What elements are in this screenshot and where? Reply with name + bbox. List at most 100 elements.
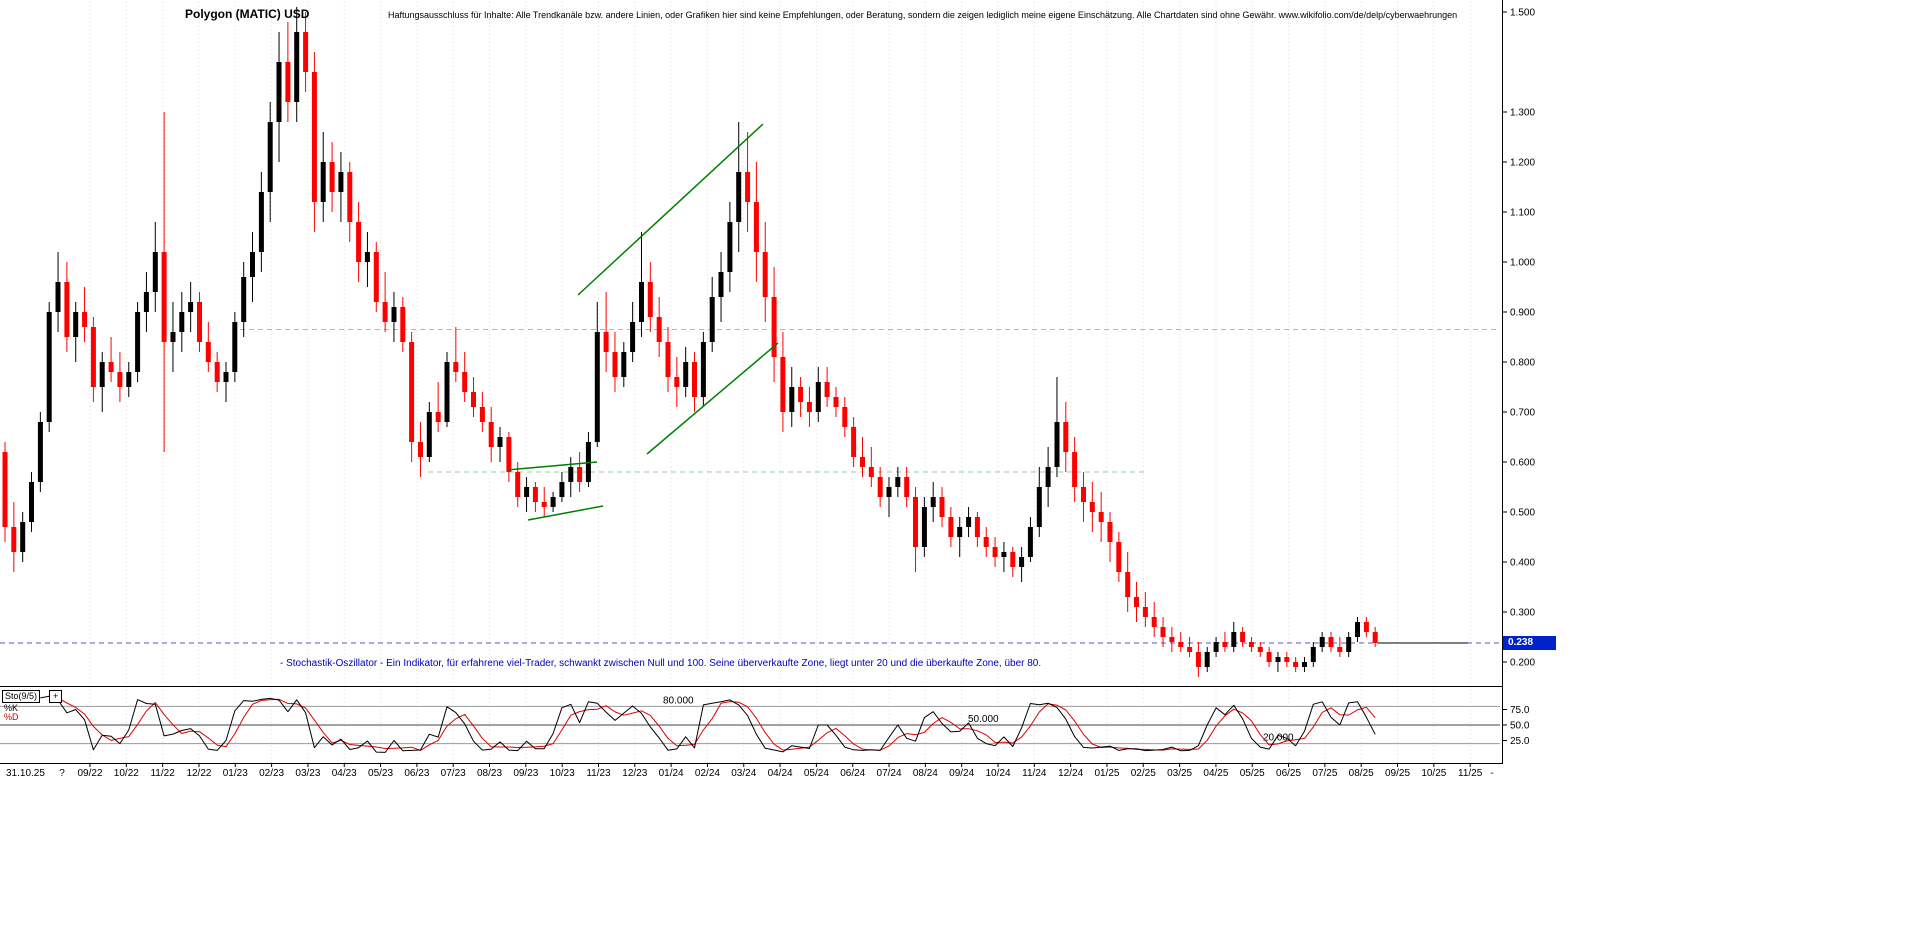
candle-up (29, 482, 34, 522)
candle-down (285, 62, 291, 102)
candle-down (515, 472, 521, 497)
candle-down (1257, 647, 1263, 652)
candle-down (90, 327, 96, 387)
oscillator-guide-label: 20.000 (1263, 733, 1294, 744)
x-axis-label: 12/22 (186, 768, 211, 779)
chart-title: Polygon (MATIC) USD (185, 7, 310, 21)
x-axis-label: 09/25 (1385, 768, 1410, 779)
candle-up (188, 302, 194, 312)
candle-up (1027, 527, 1033, 557)
candle-down (373, 252, 379, 302)
candle-up (1019, 557, 1025, 567)
candle-down (205, 342, 211, 362)
x-axis-label: 11/22 (150, 768, 175, 779)
candle-up (497, 437, 503, 447)
candle-down (656, 317, 662, 342)
x-axis-label: 03/24 (731, 768, 756, 779)
x-axis-question-label: ? (59, 768, 65, 779)
candle-up (621, 352, 627, 377)
x-axis-label: 12/24 (1058, 768, 1083, 779)
x-axis-label: 06/25 (1276, 768, 1301, 779)
candle-up (152, 252, 158, 292)
candle-down (824, 382, 830, 397)
candle-up (444, 362, 450, 422)
candle-up (930, 497, 936, 507)
candle-up (1355, 622, 1360, 637)
candle-down (674, 377, 680, 387)
candle-down (409, 342, 415, 442)
candle-down (612, 352, 618, 377)
candle-up (294, 32, 300, 102)
candle-down (356, 222, 362, 262)
candle-up (1001, 552, 1007, 557)
trendline (527, 505, 604, 521)
x-axis-end-label: - (1490, 768, 1493, 779)
candle-down (833, 397, 839, 407)
y-axis-label: 0.600 (1510, 458, 1535, 469)
candle-down (1240, 632, 1246, 642)
oscillator-axis-label: 50.0 (1510, 721, 1530, 732)
candle-down (108, 362, 114, 372)
candle-up (709, 297, 715, 342)
candle-up (46, 312, 52, 422)
candle-down (311, 72, 317, 202)
candle-up (170, 332, 176, 342)
x-axis-label: 08/23 (477, 768, 502, 779)
candle-down (1337, 647, 1343, 652)
candle-down (1187, 647, 1193, 652)
x-axis-label: 02/23 (259, 768, 284, 779)
candle-down (692, 362, 697, 397)
indicator-expand-button[interactable]: + (49, 690, 63, 703)
candle-up (1204, 652, 1210, 667)
candle-up (727, 222, 733, 272)
candle-down (82, 312, 88, 327)
candle-down (2, 452, 8, 527)
y-axis-label: 0.900 (1510, 308, 1535, 319)
oscillator-guide-label: 50.000 (968, 714, 999, 725)
candle-down (983, 537, 989, 547)
x-axis-label: 05/23 (368, 768, 393, 779)
candle-down (488, 422, 494, 447)
y-axis-label: 0.500 (1510, 508, 1535, 519)
candle-down (948, 517, 954, 537)
x-axis-label: 10/23 (550, 768, 575, 779)
candle-down (541, 502, 547, 507)
candle-up (223, 372, 229, 382)
candle-down (11, 527, 17, 552)
candle-up (683, 362, 689, 387)
candle-down (753, 202, 759, 252)
gridlines (89, 2, 1471, 763)
candle-up (250, 252, 255, 277)
candle-down (806, 402, 812, 412)
candle-down (64, 282, 70, 337)
candle-down (1151, 617, 1157, 627)
x-axis-label: 02/25 (1131, 768, 1156, 779)
candle-up (126, 372, 132, 387)
trendline (506, 461, 598, 471)
candle-up (258, 192, 264, 252)
candle-up (179, 312, 185, 332)
candle-down (214, 362, 220, 382)
x-axis-label: 06/24 (840, 768, 865, 779)
candle-up (568, 467, 574, 482)
candle-up (426, 412, 432, 457)
candle-down (1293, 662, 1299, 667)
candle-down (1010, 552, 1016, 567)
indicator-label[interactable]: Sto(9/5) (2, 690, 41, 703)
candle-down (1089, 502, 1095, 512)
x-axis-label: 10/22 (114, 768, 139, 779)
candle-down (868, 467, 874, 477)
candle-down (1116, 542, 1122, 572)
candle-down (1160, 627, 1166, 637)
candle-down (1284, 657, 1290, 662)
candle-up (789, 387, 795, 412)
candle-down (453, 362, 459, 372)
x-axis-label: 10/25 (1421, 768, 1446, 779)
candle-up (320, 162, 326, 202)
candle-down (1248, 642, 1254, 647)
x-axis-date-label: 31.10.25 (6, 768, 45, 779)
oscillator-axis-label: 75.0 (1510, 705, 1530, 716)
candle-up (1045, 467, 1051, 487)
